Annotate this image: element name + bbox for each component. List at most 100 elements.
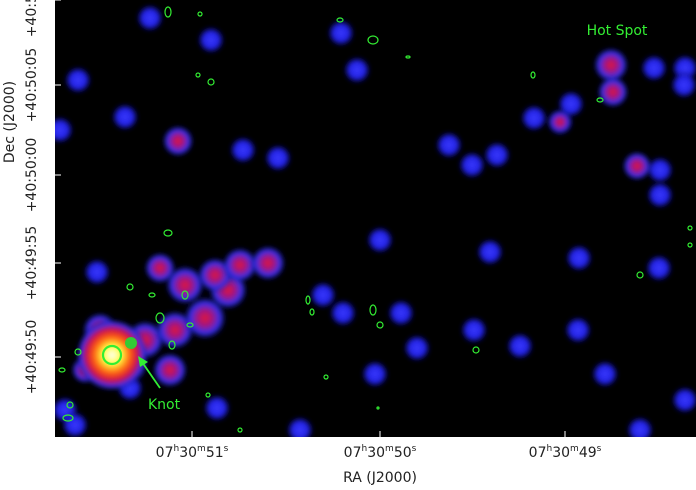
contour xyxy=(155,312,165,324)
unit: s xyxy=(224,444,229,454)
contour xyxy=(195,72,201,78)
bright-source xyxy=(183,296,227,340)
number: 30 xyxy=(552,445,570,461)
bright-source xyxy=(152,352,188,388)
knot-arrow xyxy=(141,361,161,389)
contour xyxy=(207,78,215,86)
unit: m xyxy=(385,444,394,454)
x-tick-label: 07h30m49s xyxy=(529,444,602,461)
source xyxy=(435,131,463,159)
bright-source xyxy=(222,247,258,283)
source xyxy=(520,104,548,132)
source xyxy=(229,136,257,164)
emission xyxy=(55,4,696,437)
source xyxy=(646,181,674,209)
contour xyxy=(66,401,74,409)
number: 07 xyxy=(529,445,547,461)
source xyxy=(197,26,225,54)
contour xyxy=(197,11,203,17)
y-tick-label: +40:49:50 xyxy=(24,320,40,395)
source xyxy=(565,244,593,272)
source xyxy=(55,116,74,144)
source xyxy=(111,103,139,131)
unit: h xyxy=(173,444,179,454)
bright-source xyxy=(165,265,205,305)
source xyxy=(61,411,89,437)
contour xyxy=(186,322,194,328)
source xyxy=(136,4,164,32)
source xyxy=(476,238,504,266)
number: 51 xyxy=(206,445,224,461)
core-contour xyxy=(101,344,123,366)
source xyxy=(646,156,674,184)
contour xyxy=(58,367,66,373)
unit: s xyxy=(412,444,417,454)
source xyxy=(591,360,619,388)
contour xyxy=(636,271,644,279)
contour xyxy=(168,340,176,350)
contour xyxy=(376,321,384,329)
source xyxy=(403,334,431,362)
x-ticks: 07h30m51s 07h30m50s 07h30m49s xyxy=(156,431,602,461)
number: 07 xyxy=(344,445,362,461)
y-axis-label: Dec (J2000) xyxy=(2,81,18,163)
source xyxy=(645,254,673,282)
contour xyxy=(687,225,693,231)
source xyxy=(564,316,592,344)
contour xyxy=(305,295,311,305)
source xyxy=(64,66,92,94)
y-tick-label: +40:50:05 xyxy=(24,48,40,123)
contour xyxy=(126,283,134,291)
unit: s xyxy=(597,444,602,454)
source xyxy=(366,226,394,254)
contour xyxy=(367,35,379,45)
contour xyxy=(181,290,189,300)
contour xyxy=(205,392,211,398)
number: 07 xyxy=(156,445,174,461)
unit: m xyxy=(197,444,206,454)
source xyxy=(506,332,534,360)
source xyxy=(670,71,696,99)
source xyxy=(343,56,371,84)
unit: h xyxy=(361,444,367,454)
contour xyxy=(376,406,380,410)
bright-source xyxy=(162,125,194,157)
contour xyxy=(237,427,243,433)
x-axis-label: RA (J2000) xyxy=(343,470,417,486)
contour xyxy=(472,346,480,354)
x-tick-label: 07h30m50s xyxy=(344,444,417,461)
contour xyxy=(405,55,411,59)
contour xyxy=(309,308,315,316)
contour xyxy=(530,71,536,79)
source xyxy=(203,394,231,422)
source xyxy=(640,54,668,82)
number: 30 xyxy=(179,445,197,461)
contour xyxy=(62,414,74,422)
bright-source xyxy=(593,47,629,83)
contour xyxy=(148,292,156,298)
source xyxy=(327,19,355,47)
y-ticks: +40:49:50 +40:49:55 +40:50:00 +40:50:05 +40:… xyxy=(24,0,61,394)
contours xyxy=(58,6,693,433)
number: 49 xyxy=(579,445,597,461)
knot-label: Knot xyxy=(148,397,181,413)
contour xyxy=(596,97,604,103)
hot-spot-label: Hot Spot xyxy=(587,23,648,39)
contour xyxy=(163,229,173,237)
contour xyxy=(164,6,172,18)
source xyxy=(671,386,696,414)
source xyxy=(286,416,314,437)
bright-source xyxy=(144,252,176,284)
contour xyxy=(687,242,693,248)
source xyxy=(458,151,486,179)
contour xyxy=(323,374,329,380)
source xyxy=(626,416,654,437)
source xyxy=(387,299,415,327)
contour xyxy=(336,17,344,23)
bright-source xyxy=(548,110,572,134)
knot-arrowhead xyxy=(138,356,148,367)
y-tick-label: +40:49:55 xyxy=(24,226,40,301)
knot-marker xyxy=(125,337,137,349)
